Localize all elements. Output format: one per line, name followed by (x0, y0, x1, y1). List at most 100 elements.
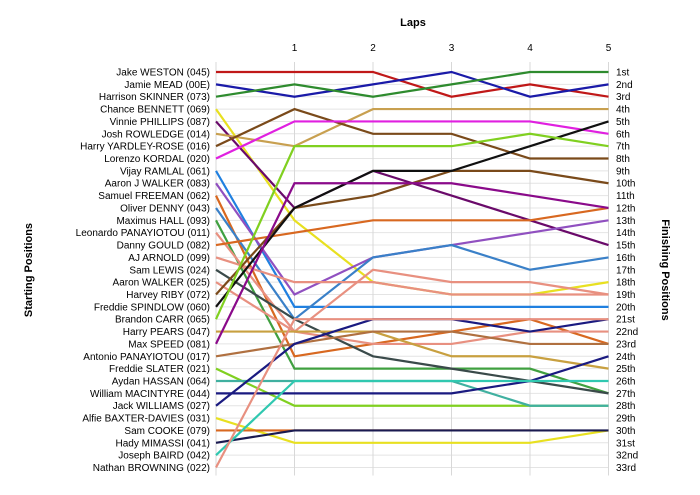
starting-driver-label: Joseph BAIRD (042) (118, 451, 210, 462)
starting-driver-label: Harvey RIBY (072) (126, 290, 210, 301)
starting-driver-label: Jake WESTON (045) (116, 68, 210, 79)
x-tick-label: 1 (292, 43, 298, 54)
finishing-position-label: 17th (616, 265, 635, 276)
finishing-position-label: 7th (616, 142, 630, 153)
position-line (216, 330, 609, 370)
position-line (215, 120, 609, 308)
finishing-position-label: 3rd (616, 92, 630, 103)
finishing-position-label: 15th (616, 241, 635, 252)
finishing-position-label: 14th (616, 228, 635, 239)
position-line (215, 107, 609, 148)
starting-driver-label: William MACINTYRE (044) (90, 389, 210, 400)
position-line (215, 268, 609, 333)
starting-driver-label: Maximus HALL (093) (116, 216, 210, 227)
position-line (215, 268, 609, 395)
x-tick-labels: 1 2 3 4 5 (292, 43, 612, 54)
starting-driver-label: Aydan HASSAN (064) (112, 377, 210, 388)
position-line (215, 207, 609, 321)
position-line (216, 70, 609, 98)
finishing-position-label: 2nd (616, 80, 633, 91)
starting-driver-label: Harry YARDLEY-ROSE (016) (80, 142, 210, 153)
y-axis-left-title: Starting Positions (23, 223, 35, 317)
position-line (215, 379, 609, 456)
starting-driver-label: Vijay RAMLAL (061) (120, 166, 210, 177)
finishing-position-label: 18th (616, 278, 635, 289)
finishing-position-label: 29th (616, 414, 635, 425)
position-line (215, 70, 609, 98)
finishing-position-label: 9th (616, 166, 630, 177)
finishing-position-label: 1st (616, 68, 630, 79)
position-line (215, 182, 609, 296)
x-axis-title: Laps (400, 17, 426, 29)
finishing-position-label: 32nd (616, 451, 638, 462)
finishing-position-label: 4th (616, 105, 630, 116)
position-line (215, 107, 609, 160)
position-line (215, 429, 609, 444)
starting-driver-label: Samuel FREEMAN (062) (98, 191, 210, 202)
starting-driver-label: Aaron WALKER (025) (113, 278, 210, 289)
x-tick-label: 4 (527, 43, 533, 54)
finishing-position-label: 26th (616, 377, 635, 388)
starting-driver-label: Jamie MEAD (00E) (124, 80, 210, 91)
y-axis-right-title: Finishing Positions (659, 219, 671, 320)
finishing-position-label: 23rd (616, 339, 636, 350)
starting-driver-label: Brandon CARR (065) (115, 315, 210, 326)
position-lines (214, 70, 609, 469)
position-line (214, 132, 609, 320)
finishing-position-label: 10th (616, 179, 635, 190)
starting-driver-labels: Jake WESTON (045)Jamie MEAD (00E)Harriso… (76, 68, 210, 475)
finishing-position-label: 21st (616, 315, 635, 326)
finishing-position-label: 22nd (616, 327, 638, 338)
starting-driver-label: Sam LEWIS (024) (129, 265, 210, 276)
finishing-position-label: 6th (616, 129, 630, 140)
x-tick-label: 5 (606, 43, 612, 54)
position-line (215, 182, 609, 345)
position-line (215, 195, 609, 358)
finishing-position-label: 25th (616, 364, 635, 375)
starting-driver-label: Aaron J WALKER (083) (105, 179, 210, 190)
x-tick-label: 3 (449, 43, 455, 54)
starting-driver-label: AJ ARNOLD (099) (128, 253, 210, 264)
starting-driver-label: Josh ROWLEDGE (014) (102, 129, 210, 140)
starting-driver-label: Oliver DENNY (043) (120, 203, 210, 214)
starting-driver-label: Nathan BROWNING (022) (93, 463, 210, 474)
starting-driver-label: Harrison SKINNER (073) (99, 92, 210, 103)
position-line (215, 120, 609, 160)
position-line (215, 206, 609, 247)
starting-driver-label: Alfie BAXTER-DAVIES (031) (82, 414, 210, 425)
starting-driver-label: Max SPEED (081) (128, 339, 210, 350)
finishing-position-label: 24th (616, 352, 635, 363)
finishing-position-label: 20th (616, 302, 635, 313)
finishing-position-label: 5th (616, 117, 630, 128)
finishing-position-label: 19th (616, 290, 635, 301)
position-line (215, 170, 609, 308)
starting-driver-label: Sam COOKE (079) (124, 426, 210, 437)
finishing-position-label: 13th (616, 216, 635, 227)
starting-driver-label: Leonardo PANAYIOTOU (011) (76, 228, 210, 239)
starting-driver-label: Freddie SLATER (021) (109, 364, 210, 375)
position-line (215, 256, 609, 296)
finishing-position-label: 28th (616, 401, 635, 412)
position-line (215, 417, 609, 444)
starting-driver-label: Hady MIMASSI (041) (116, 438, 210, 449)
starting-driver-label: Danny GOULD (082) (117, 241, 210, 252)
finishing-position-label: 11th (616, 191, 635, 202)
starting-driver-label: Lorenzo KORDAL (020) (104, 154, 210, 165)
finishing-position-label: 30th (616, 426, 635, 437)
position-line (215, 318, 609, 469)
finishing-position-label: 12th (616, 203, 635, 214)
finishing-position-label: 8th (616, 154, 630, 165)
starting-driver-label: Harry PEARS (047) (123, 327, 210, 338)
starting-driver-label: Chance BENNETT (069) (100, 105, 210, 116)
starting-driver-label: Vinnie PHILLIPS (087) (110, 117, 210, 128)
starting-driver-label: Freddie SPINDLOW (060) (94, 302, 210, 313)
starting-driver-label: Jack WILLIAMS (027) (113, 401, 210, 412)
starting-driver-label: Antonio PANAYIOTOU (017) (83, 352, 210, 363)
finishing-position-label: 16th (616, 253, 635, 264)
finishing-position-label: 33rd (616, 463, 636, 474)
x-tick-label: 2 (370, 43, 376, 54)
finishing-position-label: 31st (616, 438, 635, 449)
finishing-position-label: 27th (616, 389, 635, 400)
